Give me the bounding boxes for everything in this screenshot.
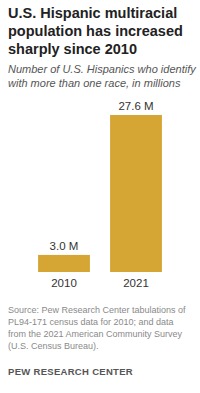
bars: [38, 115, 162, 272]
data-label: 27.6 M: [118, 100, 153, 112]
bar: [110, 115, 162, 272]
bar: [38, 255, 90, 272]
data-label: 3.0 M: [50, 240, 79, 252]
chart-title: U.S. Hispanic multiracial population has…: [8, 4, 194, 58]
x-tick-label: 2021: [123, 277, 149, 289]
credit: PEW RESEARCH CENTER: [8, 366, 133, 377]
x-tick-label: 2010: [51, 277, 77, 289]
labels: 3.0 M 2010 27.6 M 2021: [50, 100, 154, 289]
source-note: Source: Pew Research Center tabulations …: [8, 304, 194, 352]
chart-subtitle: Number of U.S. Hispanics who identify wi…: [8, 62, 198, 90]
